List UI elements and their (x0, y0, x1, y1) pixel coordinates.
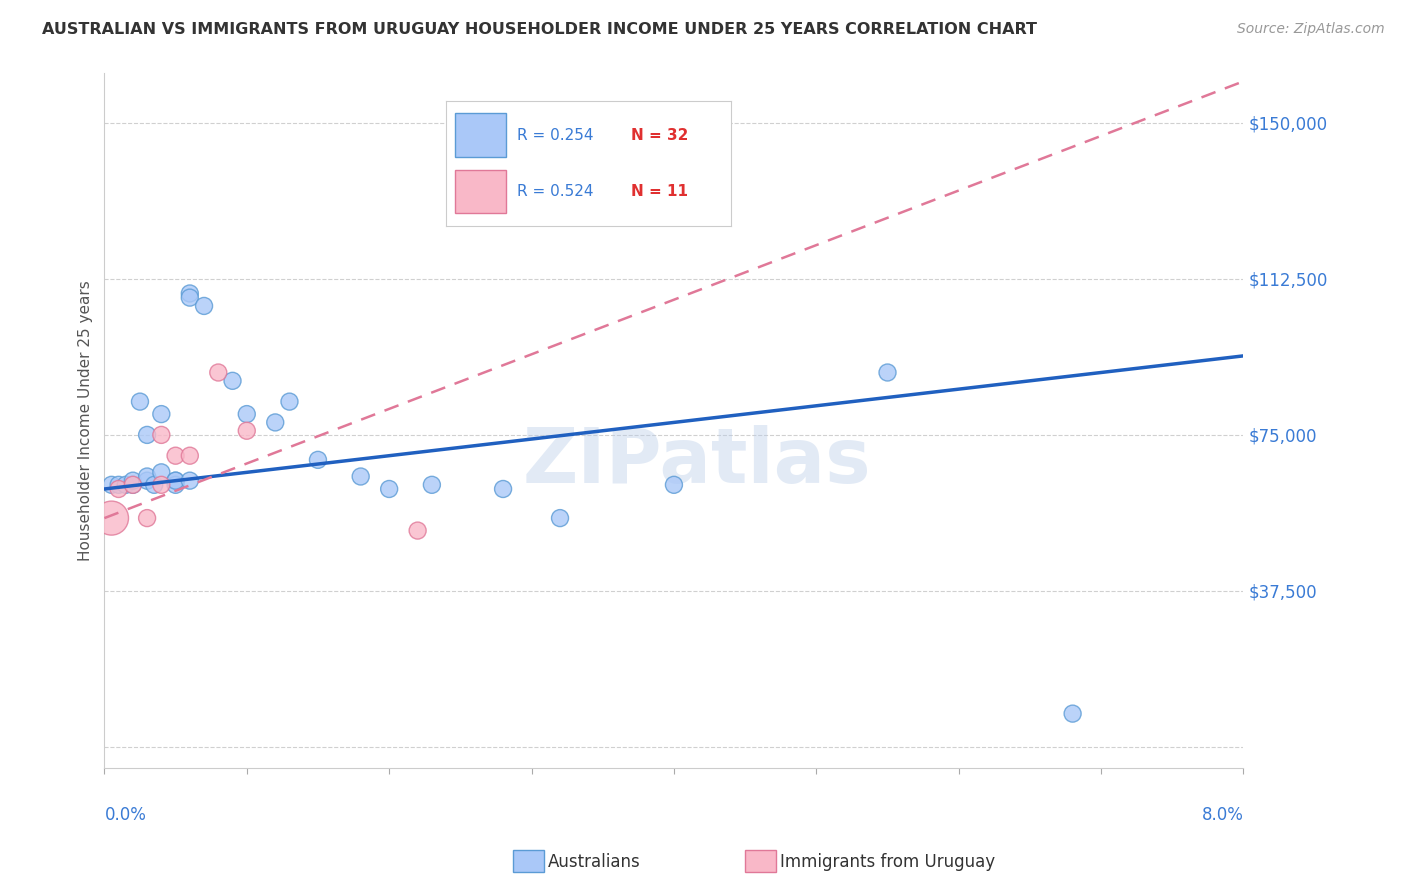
Text: Source: ZipAtlas.com: Source: ZipAtlas.com (1237, 22, 1385, 37)
Point (492, 482, 515, 496)
Point (165, 449, 187, 463)
Point (121, 478, 143, 492)
Point (420, 478, 443, 492)
Point (307, 453, 329, 467)
Point (236, 424, 259, 438)
Point (165, 478, 187, 492)
Text: Immigrants from Uruguay: Immigrants from Uruguay (780, 853, 995, 871)
Point (1062, 706, 1084, 721)
Point (107, 482, 129, 496)
Point (179, 449, 201, 463)
Point (136, 474, 159, 488)
Point (165, 474, 187, 488)
Point (350, 469, 373, 483)
Point (378, 482, 401, 496)
Point (193, 299, 215, 313)
Point (406, 524, 429, 538)
Point (114, 478, 136, 492)
Point (150, 466, 173, 480)
Text: 0.0%: 0.0% (104, 805, 146, 824)
Point (107, 478, 129, 492)
Text: Australians: Australians (548, 853, 641, 871)
Point (136, 469, 159, 483)
Point (150, 407, 173, 421)
Point (207, 366, 229, 380)
Point (121, 474, 143, 488)
Point (121, 478, 143, 492)
Point (150, 478, 173, 492)
Point (221, 374, 243, 388)
Point (150, 428, 173, 442)
Point (100, 511, 122, 525)
Point (264, 416, 287, 430)
Point (876, 366, 898, 380)
Point (278, 394, 301, 409)
Text: AUSTRALIAN VS IMMIGRANTS FROM URUGUAY HOUSEHOLDER INCOME UNDER 25 YEARS CORRELAT: AUSTRALIAN VS IMMIGRANTS FROM URUGUAY HO… (42, 22, 1038, 37)
Point (179, 474, 201, 488)
Point (179, 291, 201, 305)
Point (165, 474, 187, 488)
Point (179, 286, 201, 301)
Point (236, 407, 259, 421)
Text: 8.0%: 8.0% (1202, 805, 1243, 824)
Y-axis label: Householder Income Under 25 years: Householder Income Under 25 years (79, 280, 93, 561)
Point (129, 394, 152, 409)
Point (100, 478, 122, 492)
Point (136, 428, 159, 442)
Point (548, 511, 571, 525)
Point (136, 511, 159, 525)
Text: ZIPatlas: ZIPatlas (523, 425, 872, 499)
Point (662, 478, 685, 492)
Point (143, 478, 166, 492)
